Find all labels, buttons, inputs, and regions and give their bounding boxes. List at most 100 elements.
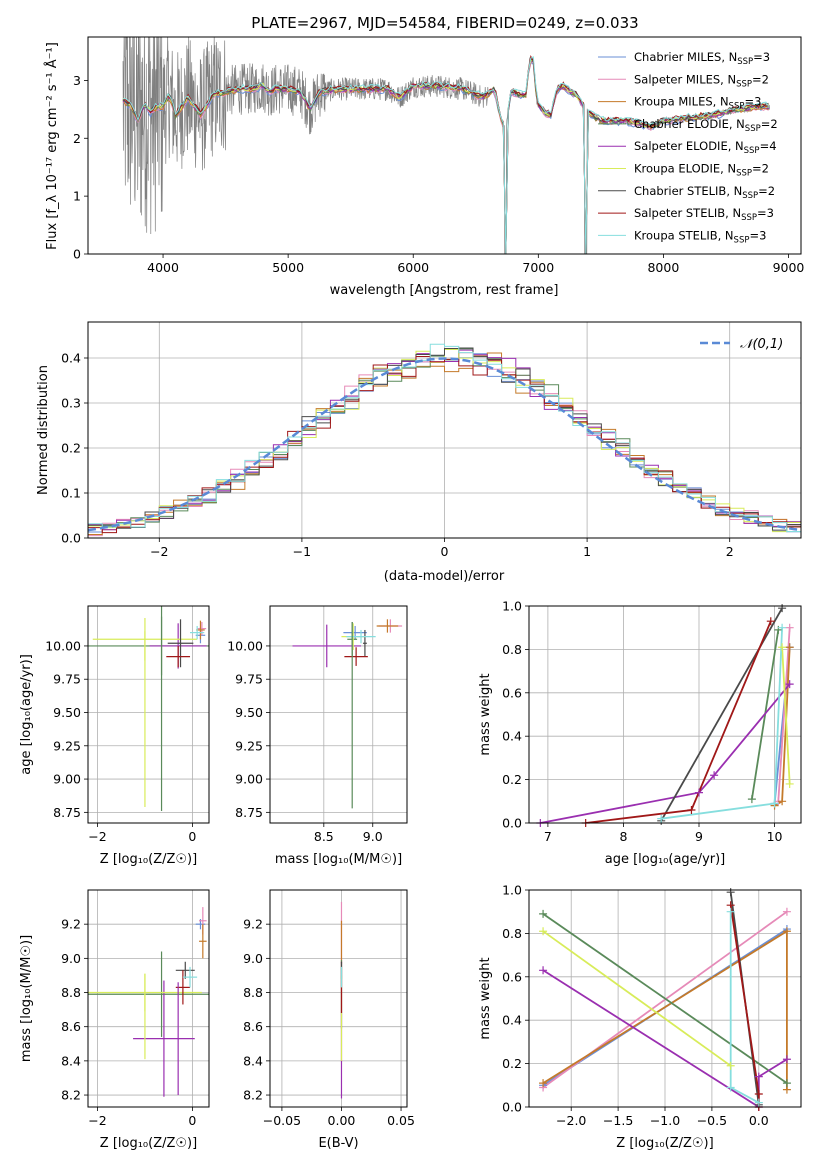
plus-marker: [695, 788, 703, 797]
plus-marker: [766, 617, 775, 626]
legend-text: Chabrier MILES, N: [634, 50, 737, 64]
y-tick-label: 0.2: [61, 441, 81, 456]
plus-marker: [754, 1089, 763, 1098]
x-tick-label: 7000: [522, 260, 554, 275]
legend-suffix: =2: [752, 162, 769, 176]
plus-marker: [754, 1072, 763, 1081]
plus-marker: [539, 1079, 548, 1088]
axes-frame: [87, 321, 802, 539]
plus-marker: [770, 799, 779, 808]
y-tick-label: 0.6: [502, 685, 522, 700]
x-tick-label: −0.5: [697, 1113, 727, 1128]
mass-vs-extinction-panel: −0.05 0.00 0.05 8.2 8.4 8.6 8.8 9.0 9.2 E(B-V): [243, 889, 415, 1151]
legend-suffix: =3: [744, 95, 761, 109]
legend-text: Kroupa MILES, N: [634, 95, 729, 109]
x-tick-label: −2.0: [556, 1113, 586, 1128]
x-tick-label: 5000: [272, 260, 304, 275]
y-axis-label: Flux [f_λ 10⁻¹⁷ erg cm⁻² s⁻¹ Å⁻¹]: [44, 42, 60, 250]
x-tick-label: −2: [88, 829, 106, 844]
plus-marker: [726, 907, 735, 916]
x-axis-label: E(B-V): [318, 1136, 358, 1151]
plus-marker: [539, 909, 548, 918]
y-axis-label: mass weight: [478, 957, 493, 1039]
plot-area: [540, 607, 791, 823]
y-tick-label: 9.75: [53, 672, 81, 687]
legend-label: Kroupa ELODIE, NSSP=2: [634, 162, 769, 179]
plus-marker: [710, 771, 719, 780]
y-tick-label: 8.6: [61, 1019, 81, 1034]
x-tick-label: −2: [150, 544, 168, 559]
mass-weight-vs-metallicity-panel: −2.0 −1.5 −1.0 −0.5 0.0 0.0 0.2 0.4 0.6 0.8 1.0 Z […: [478, 883, 802, 1151]
axes-frame: [87, 36, 802, 255]
y-tick-label: 0.4: [61, 351, 81, 366]
x-tick-label: 0: [188, 829, 196, 844]
histogram-step-line: [88, 343, 801, 533]
y-tick-label: 0.2: [502, 772, 522, 787]
y-tick-label: 0.4: [502, 729, 522, 744]
plus-marker: [785, 779, 794, 788]
legend-subscript: SSP: [741, 213, 757, 223]
legend-subscript: SSP: [734, 235, 750, 245]
x-tick-label: 8.5: [314, 829, 334, 844]
plus-marker: [782, 1055, 791, 1064]
y-tick-label: 10.00: [227, 638, 263, 653]
y-tick-label: 9.0: [243, 951, 263, 966]
y-tick-label: 8.4: [243, 1053, 263, 1068]
x-tick-label: 6000: [397, 260, 429, 275]
x-axis-label: Z [log₁₀(Z/Z☉)]: [100, 852, 197, 867]
legend-label: Salpeter MILES, NSSP=2: [634, 72, 769, 89]
plus-marker: [726, 1061, 735, 1070]
plot-area: [292, 619, 403, 809]
y-axis-label: Normed distribution: [36, 365, 51, 495]
plus-marker: [785, 643, 794, 652]
y-tick-label: 8.8: [243, 985, 263, 1000]
y-axis-label: mass [log₁₀(M/M☉)]: [19, 935, 34, 1062]
plus-marker: [782, 907, 791, 916]
mass-weight-series-line: [542, 930, 732, 1067]
x-axis-label: age [log₁₀(age/yr)]: [605, 852, 726, 867]
figure-title: PLATE=2967, MJD=54584, FIBERID=0249, z=0…: [251, 14, 638, 32]
mass-weight-series-line: [585, 620, 772, 823]
y-tick-label: 3: [73, 73, 81, 88]
plus-marker: [539, 966, 548, 975]
x-tick-label: 0: [188, 1113, 196, 1128]
axes-frame: [269, 605, 408, 824]
y-tick-label: 0.1: [61, 486, 81, 501]
x-tick-label: −1.0: [650, 1113, 680, 1128]
mass-weight-series-line: [777, 627, 791, 802]
x-tick-label: −0.05: [263, 1113, 301, 1128]
plus-marker: [778, 797, 787, 806]
mass-weight-vs-age-panel: 7 8 9 10 0.0 0.2 0.4 0.6 0.8 1.0 age [log₁₀(age/yr…: [478, 599, 802, 867]
x-tick-label: 0: [441, 544, 449, 559]
plus-marker: [726, 888, 735, 897]
y-tick-label: 0.0: [502, 816, 522, 831]
x-tick-label: 0.00: [328, 1113, 356, 1128]
y-tick-label: 9.50: [53, 705, 81, 720]
legend-label: Salpeter STELIB, NSSP=3: [634, 206, 774, 223]
y-tick-label: 9.25: [235, 738, 263, 753]
plot-area: [88, 907, 209, 1097]
legend-text: Chabrier ELODIE, N: [634, 117, 745, 131]
normal-pdf-curve: [88, 357, 801, 532]
y-tick-label: 9.50: [235, 705, 263, 720]
mass-weight-series-line: [781, 647, 791, 784]
axes-frame: [269, 889, 408, 1108]
x-axis-label: Z [log₁₀(Z/Z☉)]: [616, 1136, 713, 1151]
y-tick-label: 0.0: [61, 531, 81, 546]
y-tick-label: 9.00: [235, 772, 263, 787]
y-tick-label: 0.4: [502, 1013, 522, 1028]
plus-marker: [657, 814, 666, 823]
y-tick-label: 8.6: [243, 1019, 263, 1034]
model-fit-line: [122, 54, 769, 254]
plot-area: [88, 606, 209, 812]
plot-area: [122, 37, 770, 254]
plus-marker: [778, 604, 787, 613]
x-tick-label: 2: [726, 544, 734, 559]
legend-label: Chabrier ELODIE, NSSP=2: [634, 117, 778, 134]
x-tick-label: 9.0: [363, 829, 383, 844]
legend-suffix: =2: [758, 184, 775, 198]
mass-weight-series-line: [540, 683, 791, 823]
axes-frame: [528, 889, 802, 1108]
y-tick-label: 1: [73, 189, 81, 204]
